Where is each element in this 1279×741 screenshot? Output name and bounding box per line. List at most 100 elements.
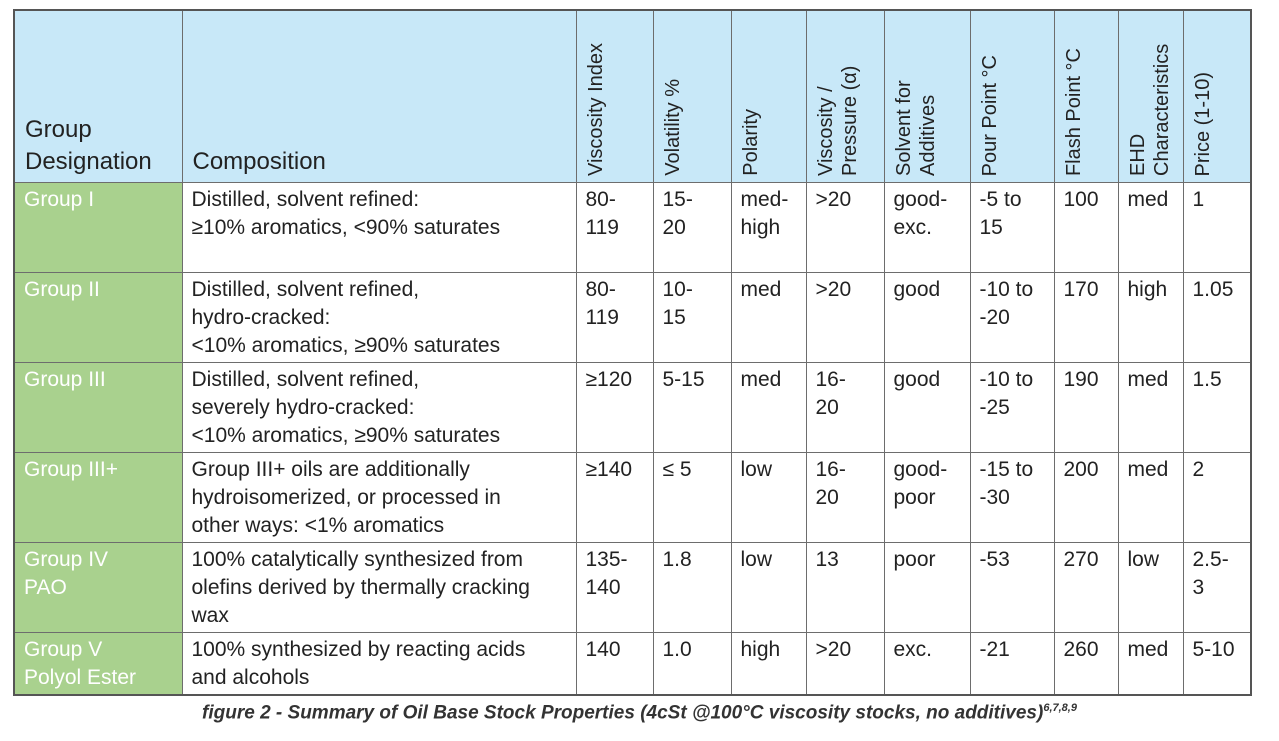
viscosity-pressure-cell-line: >20 xyxy=(815,278,852,301)
composition-cell: Distilled, solvent refined, hydro-cracked… xyxy=(181,272,577,363)
ehd-characteristics-cell: high xyxy=(1117,272,1184,363)
composition-cell-line: <10% aromatics, ≥90% saturates xyxy=(191,424,501,447)
solvent-for-additives-cell: good-poor xyxy=(883,452,971,543)
volatility-cell-line: 1.8 xyxy=(662,548,692,571)
viscosity-index-cell: 80- 119 xyxy=(575,272,654,363)
viscosity-index-cell-line: 80- xyxy=(585,188,616,211)
polarity-cell-line: low xyxy=(740,548,773,571)
polarity-cell: med xyxy=(730,272,807,363)
composition-cell-line: and alcohols xyxy=(191,666,310,689)
price-cell-line: 3 xyxy=(1192,576,1205,599)
viscosity-index-cell-line: 119 xyxy=(585,306,619,329)
polarity-cell-line: med xyxy=(740,278,782,301)
group-designation-cell-line: Group II xyxy=(24,278,100,301)
solvent-for-additives-cell-line: poor xyxy=(893,548,936,571)
pour-point-cell-line: -10 to xyxy=(979,368,1034,391)
pour-point-cell-line: -53 xyxy=(979,548,1010,571)
solvent-for-additives-cell: good xyxy=(883,272,971,363)
viscosity-pressure-cell: 13 xyxy=(805,542,885,633)
volatility-cell: ≤ 5 xyxy=(652,452,732,543)
pour-point-cell-line: 15 xyxy=(979,216,1003,239)
header-composition: Composition xyxy=(181,9,577,183)
flash-point-cell: 270 xyxy=(1053,542,1119,633)
table-row: Group III+ Group III+ oils are additional… xyxy=(13,452,1252,543)
viscosity-index-cell-line: 80- xyxy=(585,278,616,301)
viscosity-index-cell-line: ≥140 xyxy=(585,458,633,481)
volatility-cell: 5-15 xyxy=(652,362,732,453)
pour-point-cell-line: -21 xyxy=(979,638,1010,661)
ehd-characteristics-cell: med xyxy=(1117,362,1184,453)
viscosity-index-cell: 140 xyxy=(575,632,654,695)
flash-point-cell: 100 xyxy=(1053,182,1119,273)
solvent-for-additives-cell-line: exc. xyxy=(893,638,933,661)
polarity-cell: low xyxy=(730,452,807,543)
composition-cell-line: wax xyxy=(191,604,229,627)
viscosity-index-cell: 80- 119 xyxy=(575,182,654,273)
composition-cell-line: 100% synthesized by reacting acids xyxy=(191,638,526,661)
header-group-designation: Group Designation xyxy=(13,9,183,183)
composition-cell: 100% synthesized by reacting acids and al… xyxy=(181,632,577,695)
figure-caption: figure 2 - Summary of Oil Base Stock Pro… xyxy=(0,702,1279,724)
pour-point-cell-line: -10 to xyxy=(979,278,1034,301)
solvent-for-additives-cell-line: good- xyxy=(893,188,948,211)
composition-cell-line: severely hydro-cracked: xyxy=(191,396,415,419)
group-designation-cell: Group II xyxy=(13,272,183,363)
solvent-for-additives-cell-line: good xyxy=(893,368,941,391)
caption-text: figure 2 - Summary of Oil Base Stock Pro… xyxy=(202,702,1044,724)
viscosity-pressure-cell-line: 20 xyxy=(815,486,839,509)
polarity-cell: low xyxy=(730,542,807,633)
pour-point-cell: -53 xyxy=(969,542,1055,633)
viscosity-pressure-cell: >20 xyxy=(805,272,885,363)
volatility-cell-line: 10- xyxy=(662,278,693,301)
group-designation-cell-line: Polyol Ester xyxy=(24,666,137,689)
price-cell: 1 xyxy=(1182,182,1252,273)
pour-point-cell: -10 to -20 xyxy=(969,272,1055,363)
viscosity-index-cell: 135- 140 xyxy=(575,542,654,633)
ehd-characteristics-cell: med xyxy=(1117,182,1184,273)
composition-cell-line: other ways: <1% aromatics xyxy=(191,514,445,537)
solvent-for-additives-cell-line: good- xyxy=(893,458,948,481)
viscosity-index-cell-line: 140 xyxy=(585,638,621,661)
table-row: Group V Polyol Ester 100% synthesized by r… xyxy=(13,632,1252,695)
volatility-cell: 1.0 xyxy=(652,632,732,695)
oil-base-stock-table: Group Designation Composition Viscosity … xyxy=(13,9,1252,696)
pour-point-cell-line: -30 xyxy=(979,486,1010,509)
table-row: Group IV PAO 100% catalytically synthesize… xyxy=(13,542,1252,633)
composition-cell-line: Distilled, solvent refined: xyxy=(191,188,420,211)
viscosity-pressure-cell: >20 xyxy=(805,182,885,273)
ehd-characteristics-cell: low xyxy=(1117,542,1184,633)
viscosity-pressure-cell-line: 16- xyxy=(815,368,846,391)
flash-point-cell: 190 xyxy=(1053,362,1119,453)
viscosity-pressure-cell: >20 xyxy=(805,632,885,695)
composition-cell: Distilled, solvent refined: ≥10% aromatic… xyxy=(181,182,577,273)
group-designation-cell: Group V Polyol Ester xyxy=(13,632,183,695)
composition-cell: Group III+ oils are additionally hydroiso… xyxy=(181,452,577,543)
header-price: Price (1-10) xyxy=(1182,9,1252,183)
volatility-cell-line: 15 xyxy=(662,306,686,329)
viscosity-index-cell: ≥120 xyxy=(575,362,654,453)
volatility-cell-line: 15- xyxy=(662,188,693,211)
volatility-cell: 10- 15 xyxy=(652,272,732,363)
price-cell: 1.5 xyxy=(1182,362,1252,453)
viscosity-pressure-cell-line: 20 xyxy=(815,396,839,419)
viscosity-pressure-cell: 16- 20 xyxy=(805,362,885,453)
solvent-for-additives-cell: good-exc. xyxy=(883,182,971,273)
pour-point-cell-line: -25 xyxy=(979,396,1010,419)
volatility-cell: 15- 20 xyxy=(652,182,732,273)
group-designation-cell: Group I xyxy=(13,182,183,273)
pour-point-cell-line: -20 xyxy=(979,306,1010,329)
price-cell-line: 1.05 xyxy=(1192,278,1234,301)
price-cell-line: 1.5 xyxy=(1192,368,1222,391)
polarity-cell-line: med- xyxy=(740,188,789,211)
composition-cell-line: hydro-cracked: xyxy=(191,306,331,329)
group-designation-cell: Group III+ xyxy=(13,452,183,543)
group-designation-cell-line: Group III+ xyxy=(24,458,118,481)
header-volatility: Volatility % xyxy=(652,9,732,183)
solvent-for-additives-cell: good xyxy=(883,362,971,453)
group-designation-cell: Group III xyxy=(13,362,183,453)
price-cell-line: 1 xyxy=(1192,188,1205,211)
group-designation-cell-line: PAO xyxy=(24,576,67,599)
composition-cell-line: <10% aromatics, ≥90% saturates xyxy=(191,334,501,357)
price-cell-line: 5-10 xyxy=(1192,638,1235,661)
group-designation-cell: Group IV PAO xyxy=(13,542,183,633)
